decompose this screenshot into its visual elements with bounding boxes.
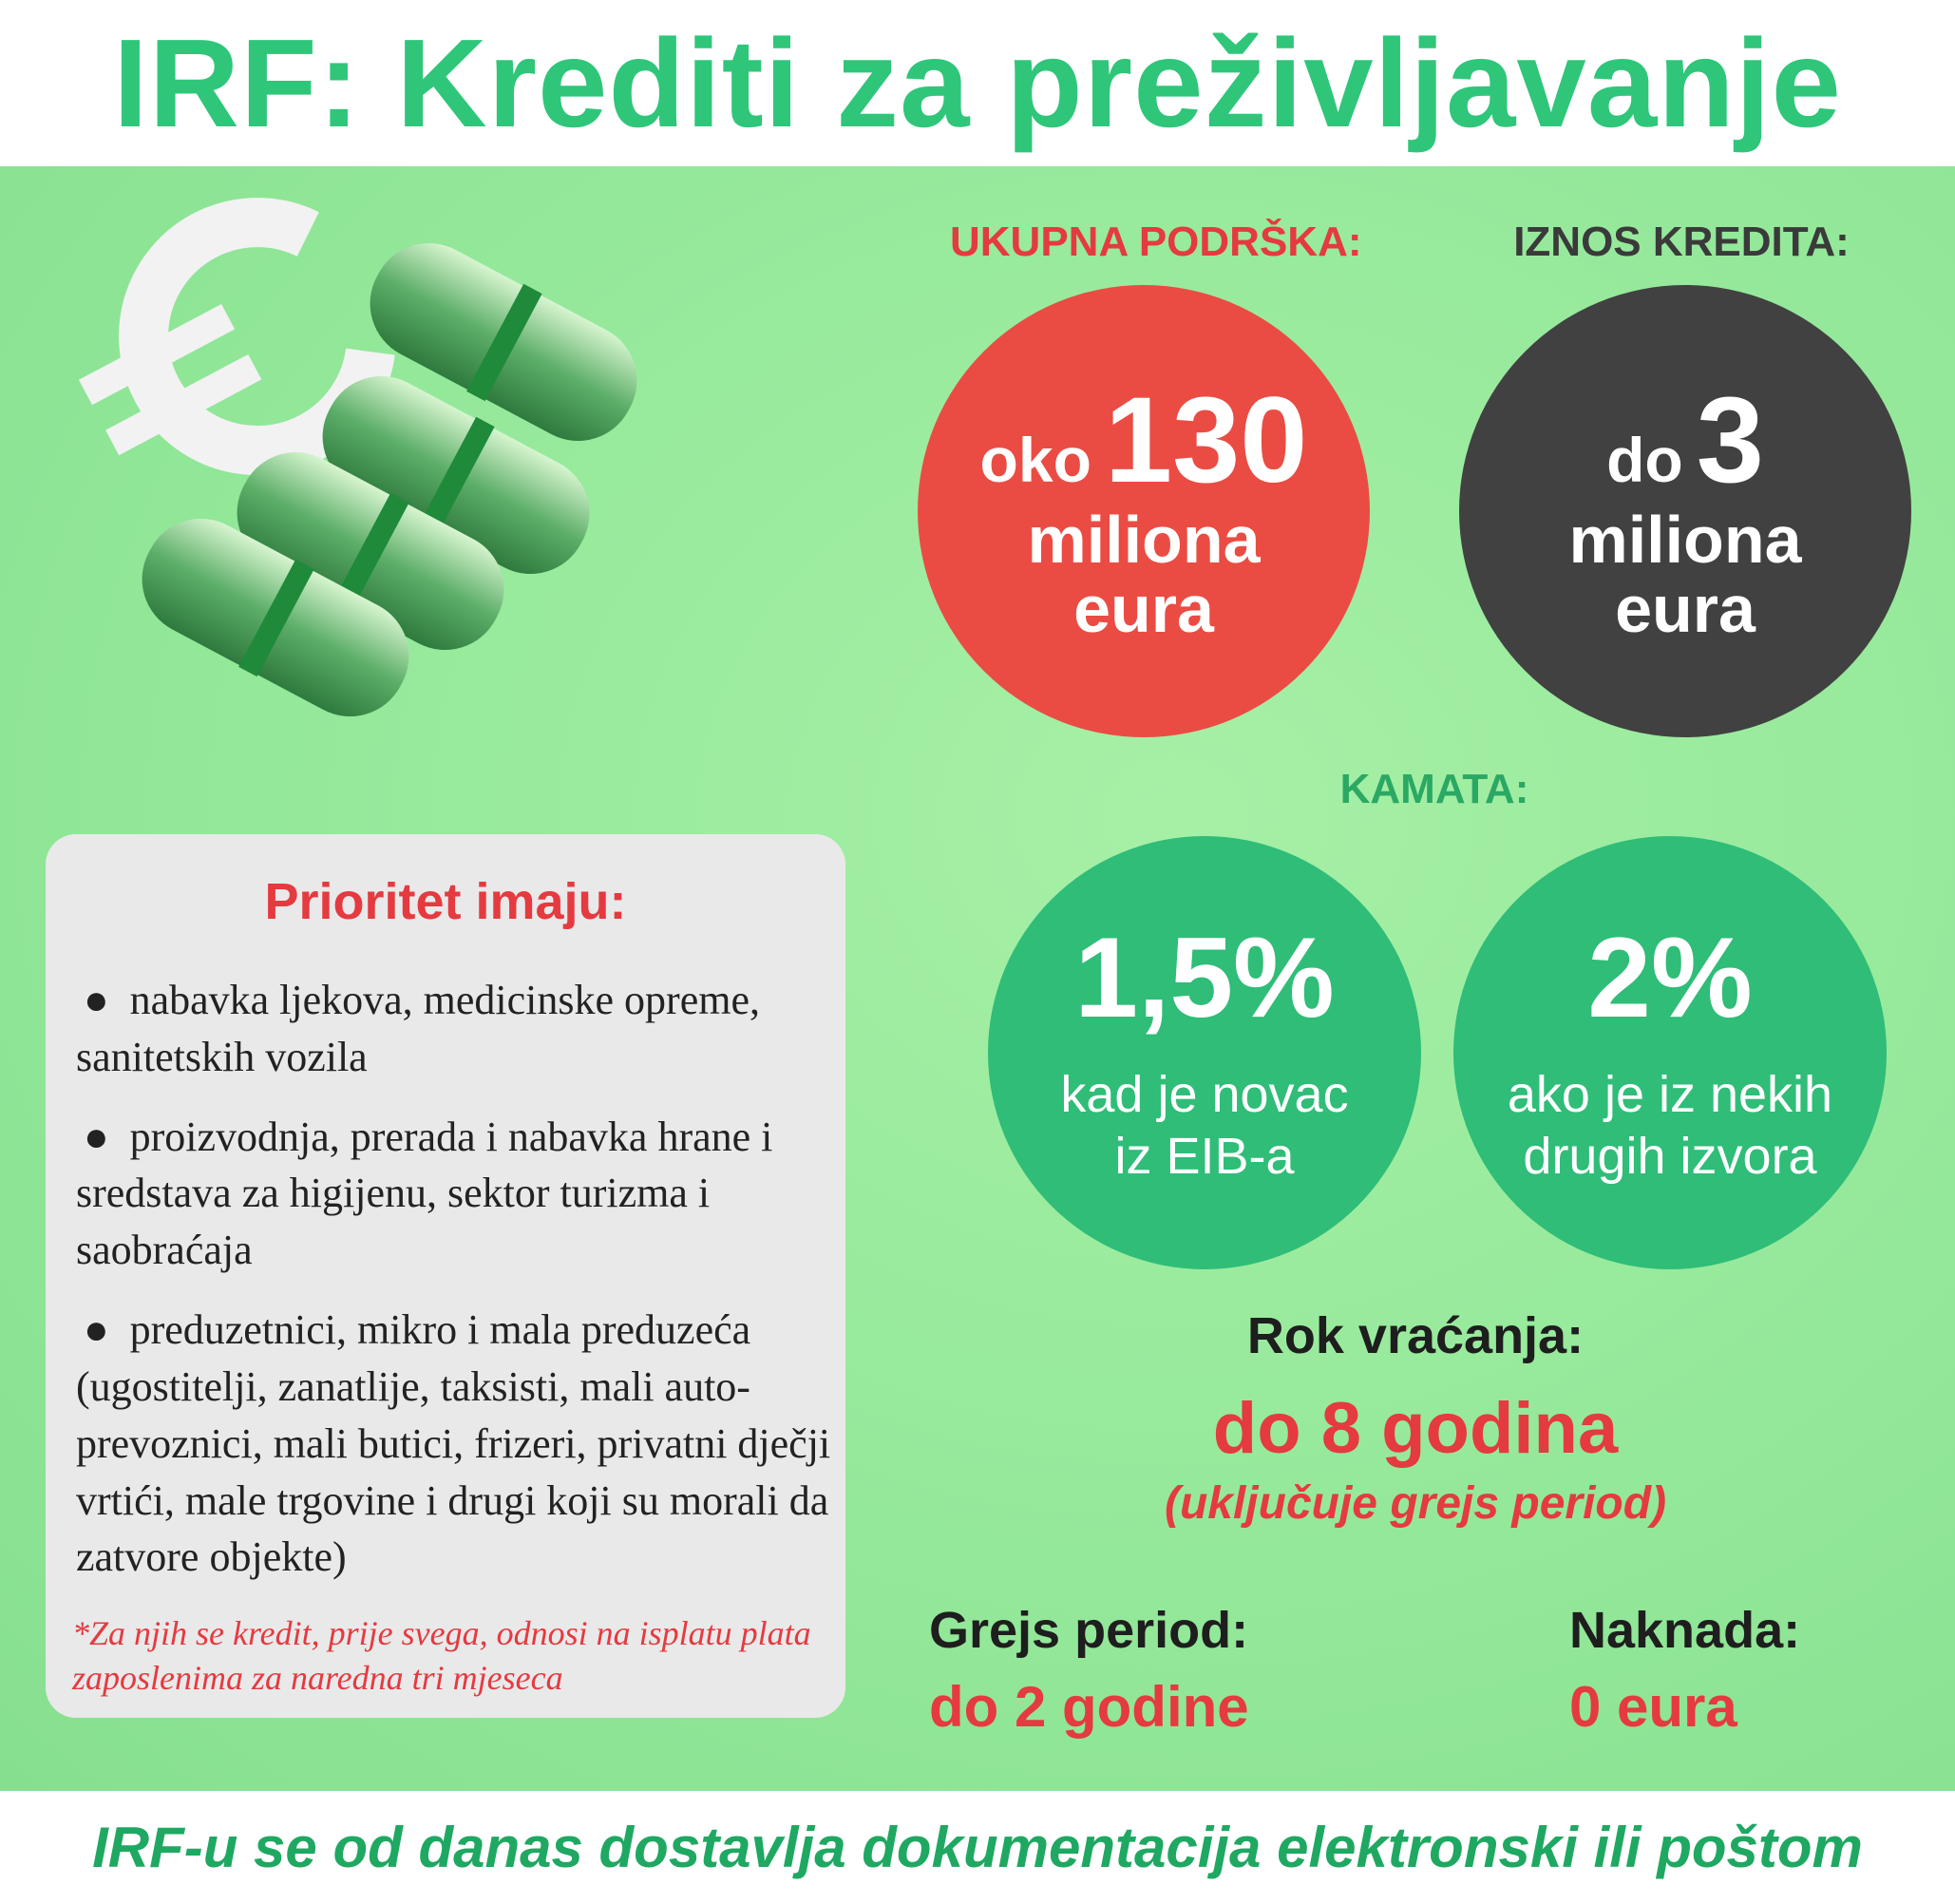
support-amount: 130 bbox=[1104, 372, 1308, 509]
support-circle: oko 130 miliona eura bbox=[918, 285, 1370, 737]
loan-circle: do 3 miliona eura bbox=[1459, 285, 1911, 737]
loan-label: IZNOS KREDITA: bbox=[1513, 219, 1850, 265]
footer-text: IRF-u se od danas dostavlja dokumentacij… bbox=[92, 1816, 1863, 1879]
grace-value: do 2 godine bbox=[929, 1675, 1249, 1739]
support-unit-line2: eura bbox=[1073, 572, 1214, 647]
interest-rate2-value: 2% bbox=[1587, 914, 1753, 1042]
page-title: IRF: Krediti za preživljavanje bbox=[113, 13, 1842, 153]
grace-label: Grejs period: bbox=[929, 1602, 1249, 1659]
interest-rate2-line1: ako je iz nekih bbox=[1507, 1066, 1833, 1124]
interest-label: KAMATA: bbox=[1339, 766, 1529, 812]
interest-rate1-circle: 1,5% kad je novac iz EIB-a bbox=[988, 836, 1421, 1269]
interest-rate2-circle: 2% ako je iz nekih drugih izvora bbox=[1453, 836, 1887, 1269]
interest-rate1-line2: iz EIB-a bbox=[1114, 1128, 1295, 1185]
banknote-roll-4 bbox=[142, 518, 409, 717]
loan-prefix: do bbox=[1606, 425, 1683, 496]
priority-title: Prioritet imaju: bbox=[264, 873, 627, 930]
loan-unit-line1: miliona bbox=[1568, 502, 1802, 577]
banknote-roll-3 bbox=[237, 451, 504, 651]
priority-item-1: nabavka ljekova, medicinske opreme, sani… bbox=[76, 977, 760, 1080]
euro-banknote-rolls-icon bbox=[78, 198, 637, 717]
repayment-label: Rok vraćanja: bbox=[1246, 1307, 1585, 1364]
priority-note: *Za njih se kredit, prije svega, odnosi … bbox=[72, 1614, 811, 1697]
fee-value: 0 eura bbox=[1569, 1675, 1737, 1739]
loan-unit-line2: eura bbox=[1615, 572, 1756, 647]
priority-list: ● nabavka ljekova, medicinske opreme, san… bbox=[76, 972, 836, 1609]
interest-rate1-line1: kad je novac bbox=[1060, 1066, 1349, 1124]
repayment-note: (uključuje grejs period) bbox=[1164, 1478, 1667, 1529]
support-prefix: oko bbox=[979, 425, 1091, 496]
priority-item-3: preduzetnici, mikro i mala preduzeća (ug… bbox=[76, 1306, 831, 1581]
priority-item-2: proizvodnja, prerada i nabavka hrane i s… bbox=[76, 1113, 773, 1274]
banknote-roll-1 bbox=[370, 242, 637, 442]
interest-rate2-line2: drugih izvora bbox=[1523, 1128, 1817, 1185]
list-item: ● preduzetnici, mikro i mala preduzeća (u… bbox=[76, 1306, 831, 1581]
banknote-roll-2 bbox=[322, 375, 590, 575]
priority-card: Prioritet imaju: ● nabavka ljekova, medic… bbox=[46, 834, 845, 1718]
support-label: UKUPNA PODRŠKA: bbox=[950, 219, 1362, 265]
list-item: ● proizvodnja, prerada i nabavka hrane i … bbox=[76, 1113, 773, 1274]
interest-rate1-value: 1,5% bbox=[1074, 914, 1335, 1042]
repayment-value: do 8 godina bbox=[1212, 1388, 1619, 1469]
loan-amount: 3 bbox=[1696, 372, 1764, 509]
fee-label: Naknada: bbox=[1569, 1602, 1801, 1659]
support-unit-line1: miliona bbox=[1027, 502, 1261, 577]
list-item: ● nabavka ljekova, medicinske opreme, san… bbox=[76, 977, 760, 1080]
